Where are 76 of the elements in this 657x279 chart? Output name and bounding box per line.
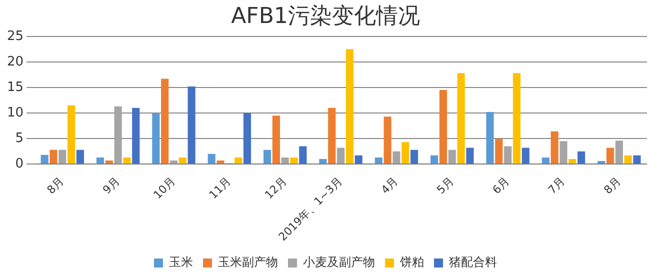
bar: [161, 78, 169, 164]
bar: [615, 140, 623, 164]
bar: [272, 116, 280, 164]
legend-label: 小麦及副产物: [303, 255, 375, 270]
bar: [439, 90, 448, 164]
bar: [560, 141, 568, 164]
bar: [178, 157, 186, 164]
x-tick-label: 11月: [206, 174, 234, 202]
bar: [336, 148, 345, 164]
bar: [606, 148, 614, 164]
bar: [243, 113, 252, 164]
y-tick-label: 5: [15, 130, 24, 146]
y-tick-label: 25: [6, 28, 24, 44]
bar: [290, 157, 298, 164]
bar: [132, 108, 140, 164]
bar: [448, 150, 456, 164]
bar: [550, 131, 558, 164]
bar: [328, 108, 336, 164]
bar: [281, 157, 289, 164]
bar: [234, 157, 242, 164]
bar: [542, 157, 550, 164]
bar: [392, 151, 400, 164]
x-tick-label: 6月: [490, 174, 512, 197]
y-tick-label: 20: [6, 54, 24, 70]
x-tick-label: 9月: [100, 174, 122, 197]
bar: [170, 160, 178, 164]
bar: [466, 148, 474, 164]
bar: [319, 159, 327, 164]
bar: [633, 155, 641, 164]
bar: [58, 150, 66, 164]
bar: [486, 112, 494, 164]
bar: [495, 138, 503, 164]
x-tick-label: 5月: [434, 174, 456, 197]
bar: [402, 142, 410, 164]
bar: [188, 86, 196, 164]
bar: [512, 73, 520, 164]
bar: [578, 151, 586, 164]
x-tick-label: 8月: [601, 174, 624, 197]
y-tick-label: 15: [6, 80, 24, 95]
bar: [263, 150, 272, 164]
bar: [216, 160, 224, 164]
bar: [299, 146, 307, 164]
bar: [374, 157, 382, 164]
x-tick-label: 12月: [262, 174, 290, 202]
x-tick-label: 10月: [151, 174, 178, 202]
y-tick-label: 0: [15, 156, 24, 172]
bar: [430, 155, 438, 164]
bar: [208, 154, 216, 164]
bar: [96, 157, 104, 164]
bar: [624, 155, 632, 164]
legend-label: 猪配合料: [449, 255, 497, 270]
legend-label: 玉米: [169, 255, 193, 270]
bar: [68, 105, 76, 164]
x-tick-label: 4月: [378, 174, 401, 197]
bar: [152, 113, 160, 164]
bar: [123, 157, 131, 164]
legend-label: 饼粕: [399, 255, 424, 270]
legend-label: 玉米副产物: [218, 255, 278, 270]
bar: [354, 155, 362, 164]
chart-title: AFB1污染变化情况: [231, 4, 420, 29]
bar: [504, 146, 512, 164]
bar: [114, 106, 122, 164]
bar: [384, 116, 392, 164]
bar: [410, 150, 418, 164]
bar: [346, 49, 354, 164]
bar: [522, 148, 530, 164]
bar: [50, 150, 58, 164]
y-tick-label: 10: [6, 105, 24, 120]
x-tick-label: 7月: [546, 174, 568, 197]
bar: [40, 154, 48, 164]
bar: [105, 160, 113, 164]
x-tick-label: 8月: [44, 174, 67, 197]
bar: [598, 161, 606, 164]
bar: [457, 73, 465, 164]
bar: [568, 159, 576, 164]
bar: [76, 150, 84, 164]
